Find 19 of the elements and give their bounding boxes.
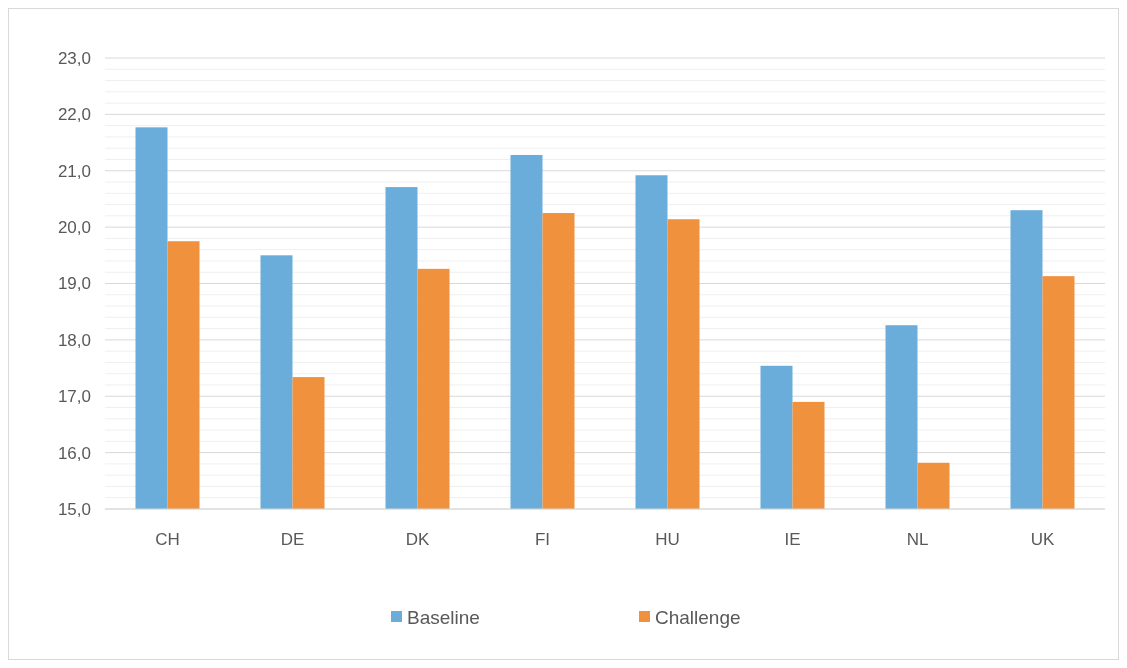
y-tick-label: 20,0 [57, 218, 91, 238]
y-tick-label: 21,0 [57, 161, 91, 181]
x-tick-label: IE [784, 530, 801, 549]
y-tick-label: 17,0 [57, 387, 91, 407]
legend-label: Challenge [655, 606, 741, 628]
legend-label: Baseline [407, 606, 480, 628]
x-tick-label: NL [906, 530, 929, 549]
y-tick-label: 23,0 [57, 48, 91, 68]
y-tick-label: 16,0 [57, 443, 91, 463]
x-tick-label: CH [155, 530, 180, 549]
x-tick-label: UK [1030, 530, 1055, 549]
y-tick-label: 18,0 [57, 330, 91, 350]
x-tick-label: HU [655, 530, 680, 549]
y-tick-label: 22,0 [57, 105, 91, 125]
x-tick-label: FI [534, 530, 551, 549]
y-tick-label: 15,0 [57, 499, 91, 519]
x-tick-label: DE [280, 530, 305, 549]
x-tick-label: DK [405, 530, 430, 549]
y-tick-label: 19,0 [57, 274, 91, 294]
